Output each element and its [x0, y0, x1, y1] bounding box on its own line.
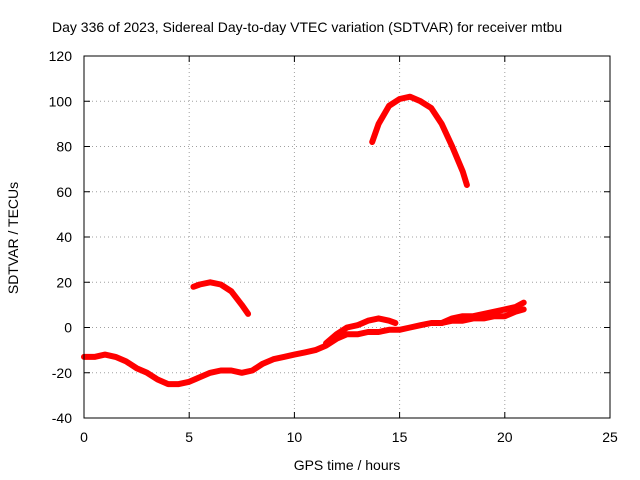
- x-tick-labels: 0 5 10 15 20 25: [80, 429, 618, 445]
- grid: [84, 56, 610, 418]
- y-tick-label: 100: [49, 93, 73, 109]
- y-tick-label: -20: [52, 365, 72, 381]
- plot-frame: [83, 55, 611, 419]
- x-tick-label: 10: [287, 429, 303, 445]
- y-tick-label: 120: [49, 48, 73, 64]
- y-tick-label: 60: [56, 184, 72, 200]
- x-tick-label: 20: [497, 429, 513, 445]
- y-tick-labels: -40 -20 0 20 40 60 80 100 120: [49, 48, 73, 426]
- y-tick-label: 0: [64, 320, 72, 336]
- series-line-arc-peak: [369, 93, 470, 188]
- x-tick-label: 15: [392, 429, 408, 445]
- y-axis-label: SDTVAR / TECUs: [5, 182, 21, 294]
- x-axis-label: GPS time / hours: [294, 457, 401, 473]
- chart-title: Day 336 of 2023, Sidereal Day-to-day VTE…: [52, 19, 562, 35]
- x-tick-label: 5: [185, 429, 193, 445]
- y-tick-label: 20: [56, 274, 72, 290]
- x-tick-label: 25: [602, 429, 618, 445]
- y-tick-label: 40: [56, 229, 72, 245]
- series-line-arc-main: [81, 306, 527, 388]
- series-line-arc-mid: [323, 315, 399, 347]
- y-tick-label: 80: [56, 139, 72, 155]
- x-tick-label: 0: [80, 429, 88, 445]
- series-line-arc-upper: [438, 299, 527, 326]
- series-line-arc-hump: [190, 279, 252, 317]
- ticks: [83, 55, 611, 419]
- y-tick-label: -40: [52, 410, 72, 426]
- series-layer: [81, 93, 527, 388]
